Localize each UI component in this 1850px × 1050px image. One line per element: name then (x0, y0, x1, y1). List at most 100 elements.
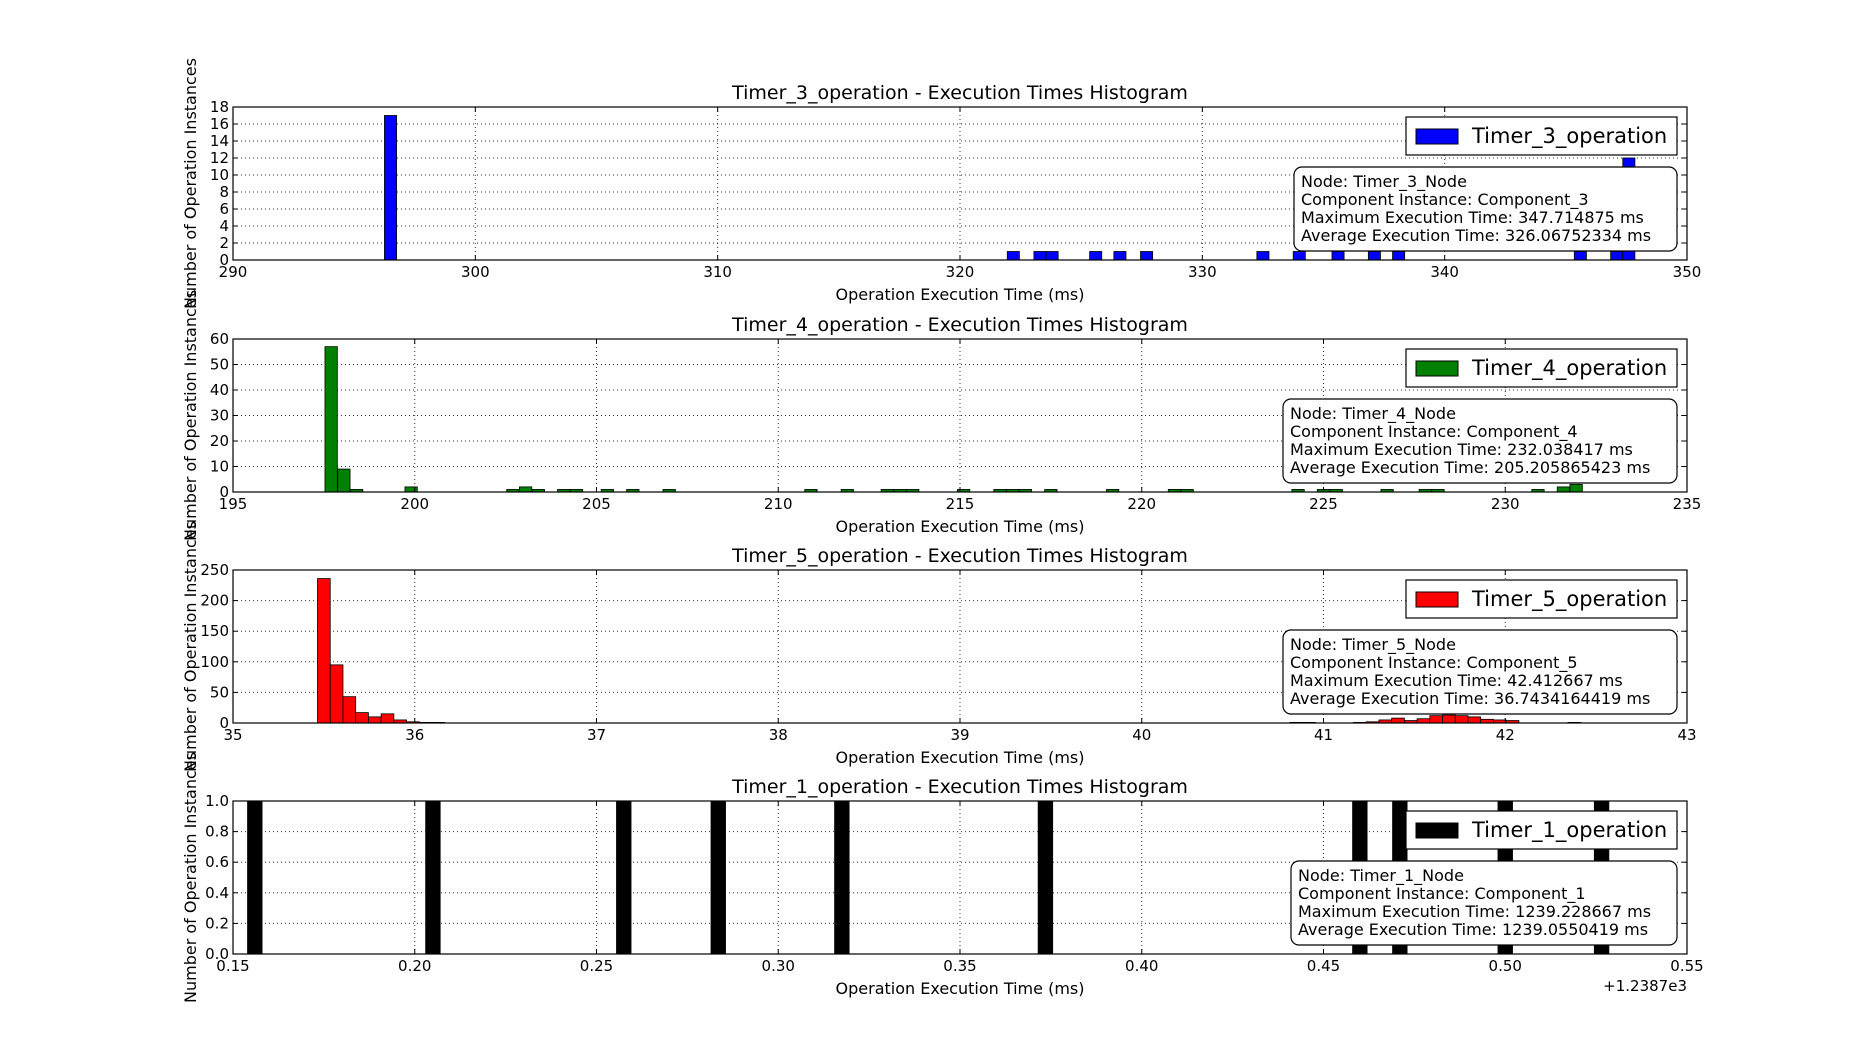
y-tick-label: 12 (210, 149, 229, 167)
annotation-line: Component Instance: Component_5 (1290, 653, 1578, 673)
legend-swatch (1415, 360, 1459, 377)
histogram-bar (1429, 715, 1443, 724)
chart-title: Timer_1_operation - Execution Times Hist… (731, 776, 1188, 798)
x-axis-label: Operation Execution Time (ms) (836, 285, 1085, 304)
y-tick-label: 0 (219, 251, 229, 269)
histogram-bar (355, 712, 369, 724)
x-tick-label: 290 (219, 263, 248, 281)
chart-title: Timer_3_operation - Execution Times Hist… (731, 82, 1188, 104)
histogram-bar (1454, 715, 1469, 724)
x-tick-label: 40 (1132, 726, 1151, 744)
annotation-line: Maximum Execution Time: 232.038417 ms (1290, 440, 1633, 459)
x-tick-label: 195 (219, 495, 248, 513)
y-tick-label: 50 (210, 356, 229, 374)
x-axis-label: Operation Execution Time (ms) (836, 517, 1085, 536)
annotation-box (1290, 860, 1678, 946)
histogram-panel-2: Timer_4_operation - Execution Times Hist… (181, 290, 1701, 541)
y-tick-label: 0.4 (205, 884, 229, 902)
annotation-line: Maximum Execution Time: 347.714875 ms (1301, 208, 1644, 227)
x-tick-label: 300 (461, 263, 490, 281)
y-tick-label: 20 (210, 432, 229, 450)
histogram-bar (337, 468, 351, 493)
histogram-bar (1256, 251, 1270, 261)
y-tick-label: 0 (219, 714, 229, 732)
y-tick-label: 6 (219, 200, 229, 218)
histogram-panel-1: Timer_3_operation - Execution Times Hist… (181, 58, 1701, 309)
x-tick-label: 200 (400, 495, 429, 513)
x-tick-label: 0.55 (1670, 957, 1703, 975)
histogram-bar (324, 346, 338, 493)
histogram-bar (342, 696, 357, 724)
y-tick-label: 150 (200, 622, 229, 640)
annotation-line: Node: Timer_5_Node (1290, 635, 1456, 655)
y-tick-label: 0.8 (205, 823, 229, 841)
legend: Timer_3_operation (1405, 116, 1678, 156)
y-tick-label: 200 (200, 592, 229, 610)
x-tick-label: 0.40 (1125, 957, 1158, 975)
x-axis-label: Operation Execution Time (ms) (836, 979, 1085, 998)
y-tick-label: 10 (210, 166, 229, 184)
y-tick-label: 50 (210, 683, 229, 701)
y-tick-label: 14 (210, 132, 229, 150)
x-tick-label: 330 (1188, 263, 1217, 281)
y-tick-label: 10 (210, 458, 229, 476)
y-axis-label: Number of Operation Instances (181, 521, 200, 772)
annotation-box (1282, 398, 1678, 484)
y-tick-label: 60 (210, 330, 229, 348)
x-tick-label: 36 (405, 726, 424, 744)
y-tick-label: 0 (219, 483, 229, 501)
y-tick-label: 250 (200, 561, 229, 579)
histogram-panel-4: Timer_1_operation - Execution Times Hist… (181, 752, 1704, 1003)
x-tick-label: 0.35 (943, 957, 976, 975)
annotation-box (1293, 166, 1678, 252)
histogram-bar (1331, 251, 1345, 261)
annotation-line: Average Execution Time: 326.06752334 ms (1301, 226, 1651, 245)
x-tick-label: 0.20 (398, 957, 431, 975)
legend-swatch (1415, 128, 1459, 145)
x-tick-label: 235 (1673, 495, 1702, 513)
annotation-line: Component Instance: Component_1 (1298, 884, 1586, 904)
x-tick-label: 220 (1127, 495, 1156, 513)
x-tick-label: 39 (950, 726, 969, 744)
histogram-bar (1367, 251, 1381, 261)
x-tick-label: 43 (1677, 726, 1696, 744)
histogram-bar (710, 800, 726, 955)
histogram-bar (1006, 251, 1020, 261)
x-tick-label: 42 (1496, 726, 1515, 744)
x-tick-label: 0.45 (1307, 957, 1340, 975)
y-tick-label: 0.6 (205, 853, 229, 871)
x-tick-label: 205 (582, 495, 611, 513)
x-tick-label: 0.25 (580, 957, 613, 975)
histogram-bar (1610, 251, 1624, 261)
histogram-bar (1140, 251, 1154, 261)
histogram-bar (1573, 251, 1587, 261)
legend: Timer_4_operation (1405, 348, 1678, 388)
annotation-line: Component Instance: Component_3 (1301, 190, 1589, 210)
x-tick-label: 310 (703, 263, 732, 281)
histogram-bar (1392, 251, 1406, 261)
annotation-line: Maximum Execution Time: 42.412667 ms (1290, 671, 1623, 690)
x-tick-label: 350 (1673, 263, 1702, 281)
y-tick-label: 1.0 (205, 792, 229, 810)
chart-title: Timer_5_operation - Execution Times Hist… (731, 545, 1188, 567)
legend-label: Timer_5_operation (1471, 587, 1667, 612)
histogram-bar (329, 664, 344, 724)
histogram-bar (317, 578, 331, 724)
y-tick-label: 30 (210, 407, 229, 425)
y-tick-label: 0.0 (205, 945, 229, 963)
y-tick-label: 2 (219, 234, 229, 252)
x-tick-label: 0.50 (1489, 957, 1522, 975)
x-tick-label: 0.15 (216, 957, 249, 975)
annotation-line: Average Execution Time: 36.7434164419 ms (1290, 689, 1650, 708)
x-tick-label: 38 (769, 726, 788, 744)
histogram-bar (1416, 718, 1431, 724)
histogram-panel-3: Timer_5_operation - Execution Times Hist… (181, 521, 1697, 772)
histogram-bar (368, 716, 382, 724)
x-axis-label: Operation Execution Time (ms) (836, 748, 1085, 767)
legend-swatch (1415, 591, 1459, 608)
x-tick-label: 320 (946, 263, 975, 281)
